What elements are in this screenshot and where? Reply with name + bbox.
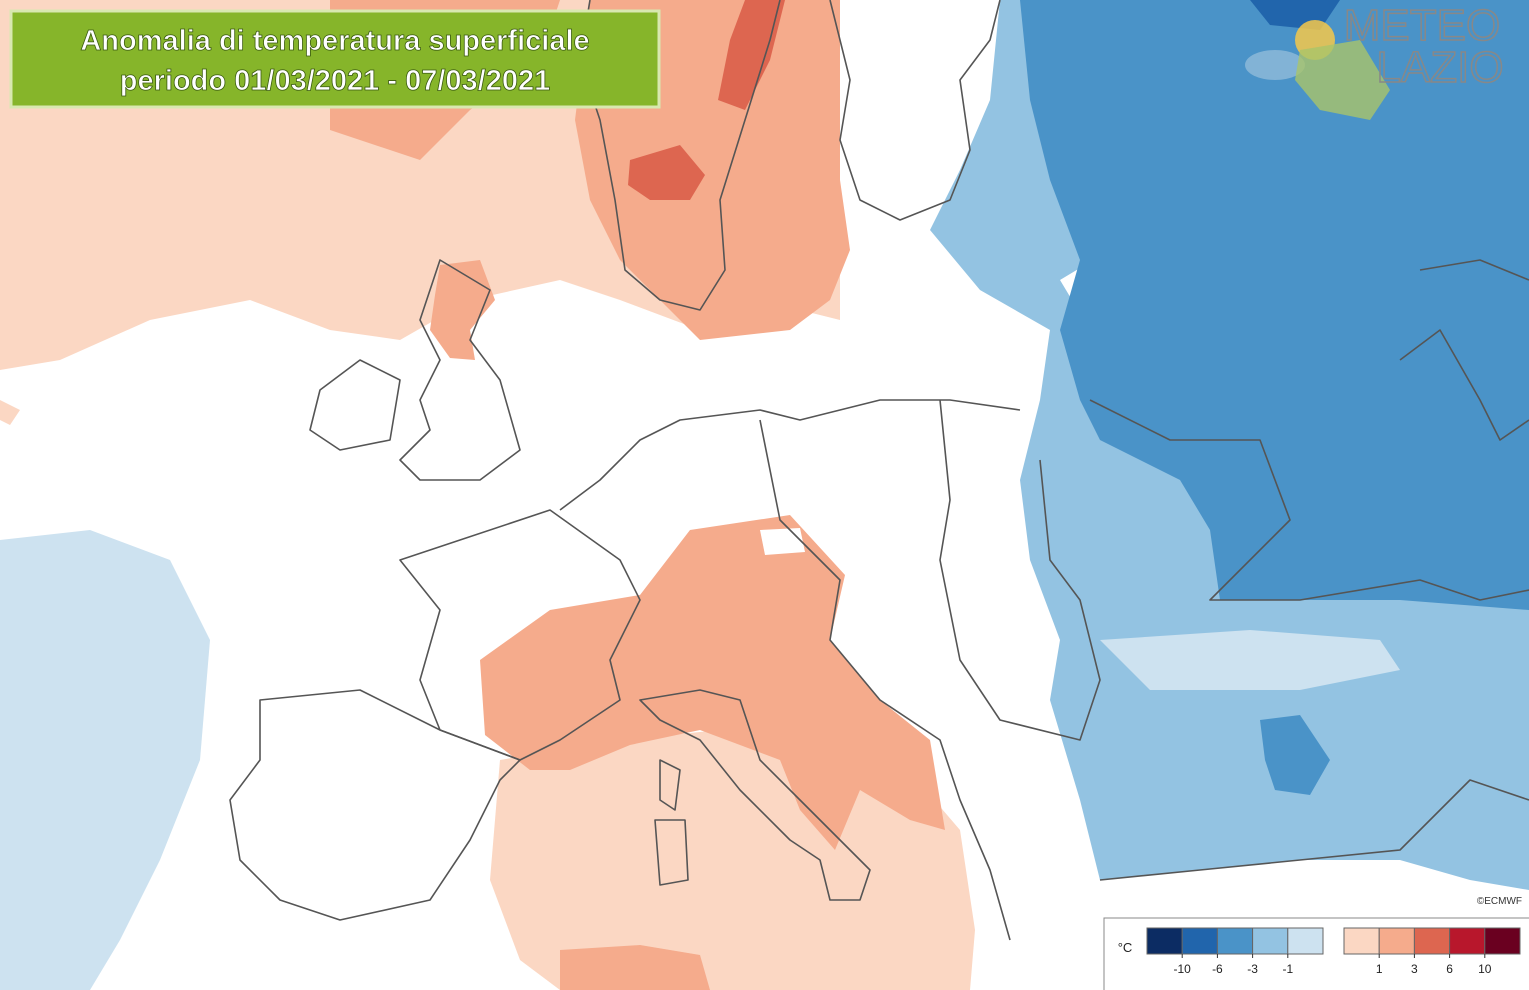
legend-swatch bbox=[1449, 927, 1486, 955]
map-background bbox=[760, 528, 805, 555]
coastline bbox=[309, 359, 401, 451]
anomaly-area bbox=[1260, 715, 1330, 795]
anomaly-area bbox=[430, 260, 495, 360]
legend-tick-label: 1 bbox=[1376, 962, 1383, 976]
legend-swatch bbox=[1413, 927, 1451, 955]
logo: METEO LAZIO bbox=[1245, 0, 1504, 120]
border bbox=[1399, 259, 1529, 441]
border bbox=[1089, 399, 1529, 601]
logo-text: METEO bbox=[1344, 1, 1500, 50]
credit: ©ECMWF bbox=[1477, 896, 1522, 907]
logo-cloud bbox=[1245, 50, 1305, 80]
legend-unit: °C bbox=[1118, 940, 1133, 955]
border bbox=[939, 399, 1101, 741]
anomaly-area bbox=[628, 0, 785, 200]
legend: -10 -6 -3 -1 1 3 6 10 bbox=[1146, 927, 1521, 976]
legend-swatch bbox=[1216, 927, 1254, 955]
border bbox=[399, 509, 641, 761]
title: Anomalia di temperatura superficiale bbox=[80, 25, 589, 57]
legend-swatch bbox=[1378, 927, 1415, 955]
logo-region bbox=[1295, 40, 1390, 120]
legend-swatch bbox=[1181, 927, 1218, 955]
legend-tick-label: 10 bbox=[1478, 962, 1492, 976]
legend-tick-label: 3 bbox=[1411, 962, 1418, 976]
legend-tick-label: -10 bbox=[1174, 962, 1192, 976]
legend-swatch bbox=[1252, 927, 1289, 955]
coastline bbox=[639, 689, 871, 901]
anomaly-area bbox=[560, 945, 710, 990]
legend-swatch bbox=[1146, 927, 1183, 955]
coastline bbox=[399, 259, 521, 481]
anomaly-area bbox=[1100, 630, 1400, 690]
legend-tick-label: -6 bbox=[1212, 962, 1223, 976]
anomaly-area bbox=[480, 515, 945, 850]
legend-swatch bbox=[1343, 927, 1380, 955]
border bbox=[559, 399, 1021, 511]
legend-swatch bbox=[1287, 927, 1324, 955]
legend-tick-label: 6 bbox=[1446, 962, 1453, 976]
coastline bbox=[229, 689, 521, 921]
legend-tick-label: -3 bbox=[1247, 962, 1258, 976]
legend-swatch bbox=[1484, 927, 1521, 955]
anomaly-area bbox=[0, 400, 20, 425]
anomaly-area bbox=[0, 530, 210, 990]
title-box bbox=[9, 9, 661, 109]
subtitle: periodo 01/03/2021 - 07/03/2021 bbox=[120, 65, 550, 97]
logo-text: LAZIO bbox=[1376, 43, 1503, 92]
coastline bbox=[829, 0, 1001, 221]
coastline bbox=[1099, 779, 1529, 881]
legend-tick-label: -1 bbox=[1282, 962, 1293, 976]
coastline bbox=[654, 759, 689, 886]
coastline bbox=[579, 0, 781, 311]
border bbox=[759, 419, 1011, 941]
anomaly-area bbox=[1020, 0, 1529, 610]
